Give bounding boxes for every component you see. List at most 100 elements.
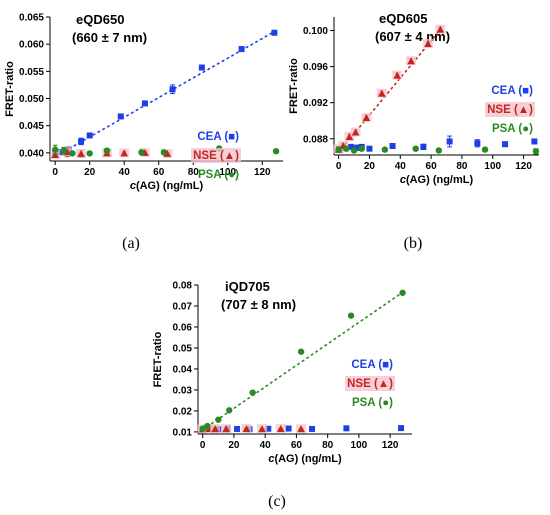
data-point-triangle — [276, 424, 285, 432]
data-point-circle — [350, 147, 358, 154]
data-point-circle — [204, 422, 211, 430]
x-tick-label: 100 — [484, 161, 501, 172]
data-point-triangle — [120, 149, 129, 157]
data-point-square — [420, 143, 427, 150]
x-tick-label: 120 — [515, 161, 532, 172]
data-point-circle — [51, 146, 59, 153]
y-tick-label: 0.088 — [303, 134, 328, 145]
data-point-square — [343, 425, 350, 432]
data-point-square — [474, 140, 481, 147]
data-point-square — [446, 138, 453, 145]
data-point-triangle — [258, 425, 266, 433]
data-point-triangle — [51, 151, 59, 159]
data-point-circle — [532, 148, 540, 155]
data-point-square — [271, 29, 278, 36]
data-point-square — [117, 113, 124, 120]
data-point-circle — [226, 407, 233, 414]
x-tick-label: 80 — [322, 440, 334, 451]
data-point-square — [389, 142, 396, 149]
x-tick-label: 60 — [291, 440, 303, 451]
x-axis-title: c(AG) (ng/mL) — [130, 180, 204, 192]
data-point-circle — [199, 425, 206, 432]
data-point-triangle — [362, 114, 371, 122]
data-point-circle — [335, 146, 342, 153]
legend-entry-cea: CEA (■) — [491, 85, 533, 97]
x-axis-title: c(AG) (ng/mL) — [268, 453, 342, 465]
x-tick-label: 60 — [426, 161, 438, 172]
y-tick-label: 0.040 — [19, 148, 44, 159]
y-tick-label: 0.100 — [303, 26, 328, 37]
data-point-square — [234, 425, 241, 432]
data-point-triangle — [222, 425, 230, 433]
x-axis-title: c(AG) (ng/mL) — [400, 174, 474, 186]
data-point-circle — [435, 147, 443, 154]
x-tick-label: 20 — [228, 440, 240, 451]
x-tick-label: 60 — [153, 167, 165, 178]
data-point-square — [141, 100, 148, 107]
x-tick-label: 40 — [395, 161, 407, 172]
y-tick-label: 0.096 — [303, 62, 328, 73]
data-point-circle — [86, 150, 93, 157]
data-point-square — [238, 46, 245, 53]
data-point-triangle — [424, 40, 432, 48]
panel-label: (b) — [404, 235, 423, 252]
x-tick-label: 120 — [254, 167, 271, 178]
panel-subtitle: (707 ± 8 nm) — [221, 297, 296, 312]
x-axis-title-text: (AG) (ng/mL) — [406, 174, 474, 186]
y-axis-title: FRET-ratio — [288, 58, 300, 114]
x-axis-title-text: (AG) (ng/mL) — [274, 453, 342, 465]
x-tick-label: 40 — [260, 440, 272, 451]
data-point-triangle — [436, 25, 445, 33]
y-tick-label: 0.050 — [19, 94, 44, 105]
y-tick-label: 0.055 — [19, 67, 44, 78]
data-point-circle — [215, 416, 222, 423]
data-point-circle — [138, 149, 145, 156]
y-tick-label: 0.02 — [173, 406, 193, 417]
data-point-circle — [381, 146, 389, 153]
fit-line-circle — [201, 291, 404, 431]
data-point-circle — [358, 145, 365, 152]
x-tick-label: 80 — [188, 167, 200, 178]
data-point-square — [265, 425, 272, 432]
y-tick-label: 0.07 — [173, 301, 193, 312]
y-tick-label: 0.03 — [173, 385, 193, 396]
data-point-circle — [160, 149, 168, 156]
data-point-circle — [103, 147, 111, 154]
data-point-square — [169, 86, 176, 93]
data-point-circle — [481, 146, 489, 153]
legend-entry-cea: CEA (■) — [351, 359, 393, 371]
x-tick-label: 0 — [52, 167, 58, 178]
legend-highlight — [345, 376, 395, 391]
panel-title: eQD605 — [379, 11, 427, 26]
panel-label: (a) — [122, 235, 140, 252]
panel-title: eQD650 — [76, 12, 124, 27]
y-tick-label: 0.045 — [19, 121, 44, 132]
x-axis-title-text: (AG) (ng/mL) — [136, 180, 204, 192]
x-tick-label: 100 — [351, 440, 368, 451]
y-tick-label: 0.060 — [19, 40, 44, 51]
y-tick-label: 0.08 — [173, 281, 193, 292]
legend-entry-psa: PSA (●) — [492, 123, 533, 135]
y-tick-label: 0.06 — [173, 322, 193, 333]
data-point-square — [354, 144, 361, 151]
data-point-square — [366, 145, 373, 152]
data-point-circle — [399, 289, 406, 296]
y-tick-label: 0.05 — [173, 343, 193, 354]
legend-entry-nse: NSE (▲) — [193, 150, 239, 162]
data-point-square — [78, 138, 85, 145]
x-tick-label: 0 — [200, 440, 206, 451]
data-point-square — [502, 141, 509, 148]
data-point-triangle — [242, 424, 251, 432]
y-tick-label: 0.01 — [173, 427, 193, 438]
data-point-triangle — [211, 425, 219, 433]
data-point-circle — [297, 348, 305, 355]
legend-entry-psa: PSA (●) — [352, 397, 393, 409]
data-point-triangle — [351, 128, 360, 136]
fit-line-square — [54, 29, 277, 158]
series-nse — [50, 147, 173, 160]
x-tick-label: 0 — [336, 161, 342, 172]
data-point-triangle — [297, 425, 305, 433]
data-point-triangle — [77, 149, 85, 157]
data-point-triangle — [393, 71, 401, 79]
data-point-square — [309, 425, 316, 432]
